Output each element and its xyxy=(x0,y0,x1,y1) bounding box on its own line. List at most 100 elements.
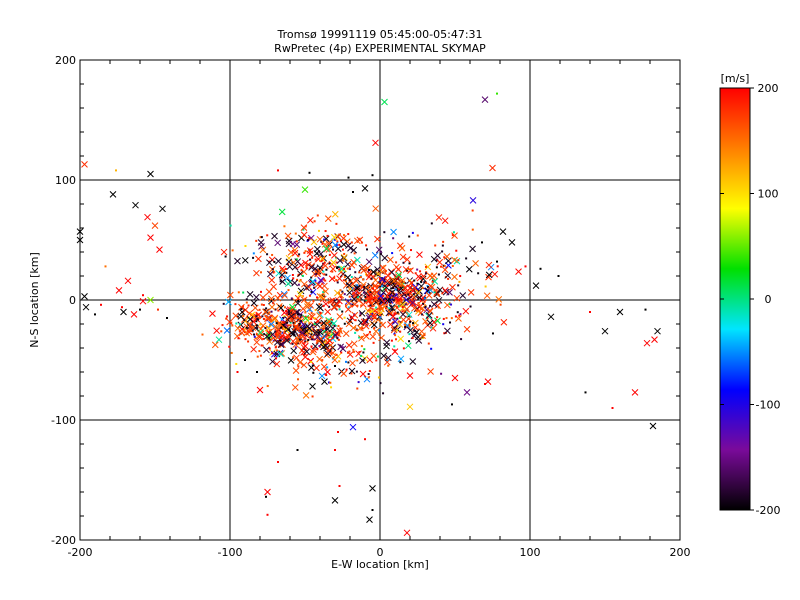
data-point-dot xyxy=(379,308,382,311)
data-point-dot xyxy=(139,308,141,311)
data-point-cross xyxy=(331,241,339,249)
data-point-cross xyxy=(643,339,651,347)
data-point-dot xyxy=(379,316,382,319)
data-point-dot xyxy=(292,321,295,324)
data-point-cross xyxy=(246,310,253,317)
data-point-dot xyxy=(345,360,348,363)
data-point-cross xyxy=(406,403,414,411)
data-point-dot xyxy=(367,376,370,379)
data-point-cross xyxy=(616,308,624,316)
data-point-cross xyxy=(485,261,493,269)
data-point-dot xyxy=(255,239,258,242)
data-point-dot xyxy=(422,302,425,305)
data-point-dot xyxy=(261,344,264,347)
data-point-dot xyxy=(345,368,348,371)
data-point-cross xyxy=(352,277,360,285)
data-point-cross xyxy=(313,321,321,328)
data-point-cross xyxy=(330,319,338,327)
data-point-cross xyxy=(294,299,302,307)
data-point-cross xyxy=(256,386,264,394)
data-point-dot xyxy=(235,362,238,365)
data-point-dot xyxy=(443,256,446,259)
data-point-dot xyxy=(241,328,244,331)
data-point-dot xyxy=(380,321,383,324)
data-point-dot xyxy=(584,391,587,394)
data-point-cross xyxy=(271,314,279,322)
chart-title: Tromsø 19991119 05:45:00-05:47:31 xyxy=(276,28,482,41)
data-point-dot xyxy=(347,176,350,179)
data-point-cross xyxy=(388,304,396,311)
data-point-dot xyxy=(304,297,307,300)
data-point-dot xyxy=(309,251,312,254)
data-point-cross xyxy=(441,287,449,294)
data-point-dot xyxy=(262,337,265,340)
data-point-dot xyxy=(260,236,263,239)
data-point-dot xyxy=(434,244,437,247)
data-point-cross xyxy=(271,232,278,240)
data-point-cross xyxy=(331,303,338,310)
data-point-dot xyxy=(421,313,424,316)
data-point-cross xyxy=(264,488,271,496)
data-point-dot xyxy=(279,342,282,345)
data-point-cross xyxy=(225,298,232,306)
data-point-cross xyxy=(291,246,299,254)
data-point-cross xyxy=(287,356,295,364)
data-point-dot xyxy=(431,280,434,283)
data-point-dot xyxy=(243,319,246,322)
data-point-cross xyxy=(532,282,540,289)
data-point-dot xyxy=(343,322,346,325)
data-point-dot xyxy=(342,259,345,262)
data-point-dot xyxy=(244,359,246,361)
data-point-dot xyxy=(368,330,371,333)
data-point-dot xyxy=(348,279,351,282)
data-point-dot xyxy=(419,270,422,273)
data-point-dot xyxy=(436,316,439,319)
data-point-dot xyxy=(400,298,403,301)
data-point-cross xyxy=(234,324,242,332)
data-point-dot xyxy=(402,261,405,264)
data-point-dot xyxy=(272,271,275,274)
data-point-dot xyxy=(142,294,144,297)
data-point-dot xyxy=(236,371,239,373)
data-point-dot xyxy=(327,381,330,384)
data-point-cross xyxy=(237,313,245,320)
data-point-cross xyxy=(320,343,327,351)
data-point-cross xyxy=(349,423,357,431)
data-point-cross xyxy=(259,294,267,301)
data-point-dot xyxy=(397,312,400,315)
data-point-cross xyxy=(324,215,332,222)
data-point-dot xyxy=(291,342,294,345)
data-point-dot xyxy=(290,297,293,300)
data-point-dot xyxy=(328,262,331,265)
data-point-dot xyxy=(399,330,402,333)
data-point-dot xyxy=(402,347,405,350)
data-point-dot xyxy=(416,268,419,271)
data-point-dot xyxy=(390,339,393,342)
data-point-dot xyxy=(343,252,346,255)
data-point-dot xyxy=(443,332,446,335)
data-point-dot xyxy=(318,345,321,348)
data-point-dot xyxy=(427,342,430,345)
y-tick-label: -200 xyxy=(51,534,76,547)
data-point-cross xyxy=(81,293,88,300)
data-point-cross xyxy=(495,295,503,303)
data-point-dot xyxy=(393,345,396,348)
data-point-cross xyxy=(436,258,444,266)
data-point-dot xyxy=(407,293,410,296)
data-point-dot xyxy=(284,328,287,331)
data-point-cross xyxy=(398,244,406,252)
data-point-dot xyxy=(355,277,358,280)
data-point-dot xyxy=(308,171,311,174)
data-point-cross xyxy=(425,292,433,299)
data-point-cross xyxy=(336,297,343,305)
data-point-dot xyxy=(240,308,243,311)
data-point-dot xyxy=(317,229,320,232)
data-point-cross xyxy=(279,278,286,285)
data-point-dot xyxy=(280,276,283,279)
data-point-dot xyxy=(319,312,322,315)
data-point-dot xyxy=(287,324,290,327)
data-point-cross xyxy=(300,268,308,276)
data-point-cross xyxy=(374,235,381,243)
data-point-cross xyxy=(300,280,308,288)
data-point-dot xyxy=(408,235,411,238)
